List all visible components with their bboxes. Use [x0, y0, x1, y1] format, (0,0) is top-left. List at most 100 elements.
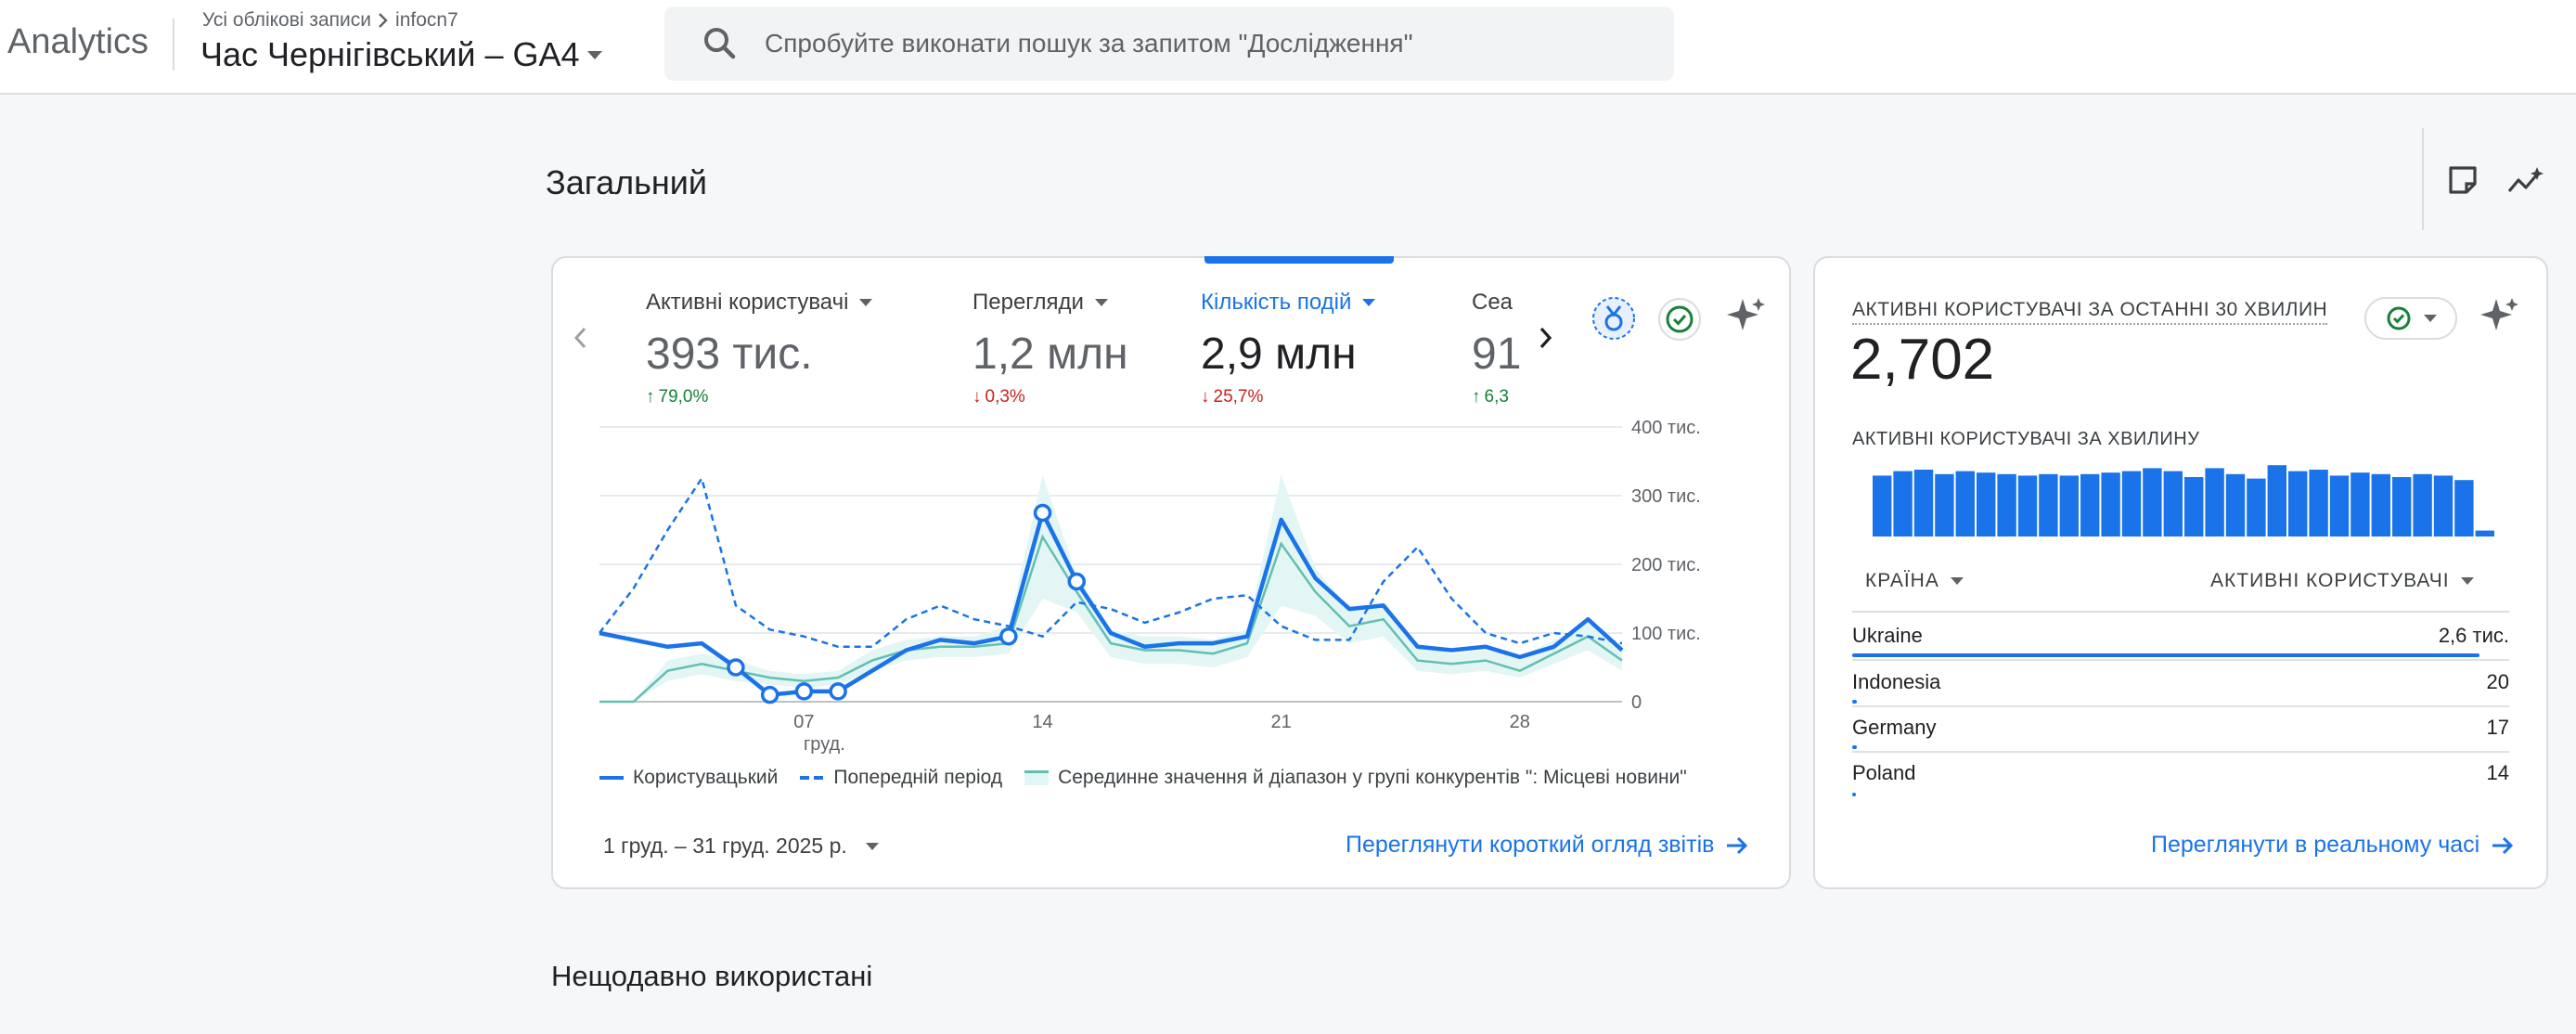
- breadcrumb-accounts[interactable]: Усі облікові записи: [202, 9, 372, 31]
- chevron-right-icon: [379, 13, 388, 28]
- country-value: 17: [2486, 716, 2509, 739]
- ai-insights-button[interactable]: [1726, 295, 1767, 341]
- caret-down-icon: [1950, 577, 1964, 585]
- metric-sessions[interactable]: Сеа 91 ↑ 6,3: [1472, 290, 1520, 407]
- country-row-poland[interactable]: Poland 14: [1852, 754, 2509, 798]
- per-minute-bar: [2454, 480, 2474, 536]
- arrow-down-icon: ↓: [1201, 387, 1210, 407]
- per-minute-bar: [2309, 470, 2328, 536]
- per-minute-bar: [1997, 473, 2016, 536]
- metric-value: 2,9 млн: [1201, 330, 1357, 379]
- per-minute-bar: [2329, 475, 2350, 536]
- notes-button[interactable]: [2441, 158, 2485, 202]
- per-minute-bar: [2017, 475, 2038, 536]
- breadcrumb[interactable]: Усі облікові записи infocn7: [202, 9, 458, 32]
- per-minute-bar: [1955, 471, 1975, 536]
- country-column-header[interactable]: КРАЇНА: [1865, 570, 1964, 592]
- country-row-ukraine[interactable]: Ukraine 2,6 тис.: [1852, 616, 2509, 661]
- active-metric-indicator: [1204, 256, 1394, 264]
- insights-button[interactable]: [2504, 158, 2548, 202]
- chevron-right-icon: [1539, 327, 1552, 349]
- users-column-header[interactable]: АКТИВНІ КОРИСТУВАЧІ: [2210, 570, 2474, 592]
- caret-down-icon: [865, 842, 879, 850]
- caret-down-icon: [2424, 315, 2437, 322]
- country-name: Germany: [1852, 716, 1937, 739]
- country-row-indonesia[interactable]: Indonesia 20: [1852, 663, 2509, 707]
- country-name: Poland: [1852, 761, 1916, 784]
- check-circle-icon: [1658, 298, 1701, 341]
- property-name: Час Чернігівський – GA4: [200, 35, 580, 73]
- metrics-prev-button[interactable]: [561, 319, 599, 356]
- property-selector[interactable]: Час Чернігівський – GA4: [200, 35, 602, 74]
- data-quality-button[interactable]: [1657, 297, 1702, 346]
- y-tick-label: 0: [1631, 692, 1642, 713]
- caret-down-icon: [1362, 299, 1376, 306]
- metrics-next-button[interactable]: [1527, 319, 1565, 356]
- realtime-status-dropdown[interactable]: [2364, 297, 2457, 340]
- country-value: 2,6 тис.: [2438, 624, 2509, 647]
- search-icon: [704, 28, 736, 59]
- benchmark-badge[interactable]: [1591, 295, 1637, 346]
- data-point-marker: [1067, 572, 1087, 591]
- page-title: Загальний: [546, 163, 707, 201]
- recently-used-title: Нещодавно використані: [551, 960, 873, 992]
- benchmark-range-band: [599, 474, 1622, 702]
- caret-down-icon: [586, 50, 602, 59]
- data-point-marker: [727, 658, 745, 677]
- metric-label: Кількість подій: [1201, 290, 1352, 315]
- link-label: Переглянути в реальному часі: [2151, 832, 2480, 858]
- per-minute-bar-chart: [1873, 465, 2494, 536]
- metric-value: 91: [1472, 330, 1520, 379]
- view-reports-snapshot-link[interactable]: Переглянути короткий огляд звітів: [1346, 832, 1749, 859]
- medal-icon: [1592, 297, 1635, 340]
- caret-down-icon: [2460, 577, 2474, 585]
- country-share-bar: [1852, 700, 1858, 704]
- per-minute-bar: [1873, 475, 1892, 536]
- country-value: 14: [2486, 761, 2509, 784]
- per-minute-bar: [2475, 530, 2494, 536]
- per-minute-bar: [2143, 468, 2162, 536]
- legend-solid-swatch: [599, 776, 624, 780]
- per-minute-bar: [1893, 471, 1913, 536]
- breadcrumb-account[interactable]: infocn7: [395, 9, 458, 31]
- metric-views[interactable]: Перегляди 1,2 млн ↓ 0,3%: [972, 290, 1128, 407]
- per-minute-bar: [2392, 477, 2412, 536]
- legend-dashed-swatch: [800, 776, 825, 780]
- insights-icon: [2507, 167, 2544, 193]
- country-row-germany[interactable]: Germany 17: [1852, 708, 2509, 753]
- search-bar[interactable]: Спробуйте виконати пошук за запитом "Дос…: [664, 6, 1674, 81]
- app-name[interactable]: Analytics: [7, 22, 149, 61]
- per-minute-bar: [2205, 468, 2224, 536]
- per-minute-bar: [2184, 477, 2204, 536]
- per-minute-bar: [1935, 473, 1954, 536]
- per-minute-bar: [2059, 475, 2079, 536]
- per-minute-bar: [2247, 478, 2266, 536]
- date-range-selector[interactable]: 1 груд. – 31 груд. 2025 р.: [603, 834, 879, 859]
- per-minute-bar: [2163, 471, 2183, 536]
- legend-label: Попередній період: [833, 767, 1003, 788]
- view-realtime-link[interactable]: Переглянути в реальному часі: [2151, 832, 2515, 859]
- search-input[interactable]: Спробуйте виконати пошук за запитом "Дос…: [765, 29, 1413, 58]
- per-minute-bar: [2351, 472, 2370, 536]
- metric-label: Активні користувачі: [646, 290, 849, 315]
- realtime-title[interactable]: АКТИВНІ КОРИСТУВАЧІ ЗА ОСТАННІ 30 ХВИЛИН: [1852, 299, 2328, 325]
- caret-down-icon: [859, 299, 873, 306]
- per-minute-bar: [2101, 472, 2120, 536]
- y-tick-label: 400 тис.: [1631, 418, 1701, 438]
- country-share-bar: [1852, 793, 1857, 796]
- arrow-up-icon: ↑: [1472, 387, 1481, 407]
- per-minute-bar: [1977, 472, 1996, 536]
- per-minute-bar: [2225, 473, 2246, 536]
- per-minute-bar: [2433, 475, 2454, 536]
- metric-active-users[interactable]: Активні користувачі 393 тис. ↑ 79,0%: [646, 290, 873, 407]
- per-minute-bar: [2267, 465, 2286, 536]
- metric-event-count[interactable]: Кількість подій 2,9 млн ↓ 25,7%: [1201, 290, 1376, 407]
- x-tick-label: 28: [1510, 712, 1530, 732]
- x-tick-sublabel: груд.: [804, 734, 845, 755]
- country-name: Indonesia: [1852, 670, 1941, 693]
- metric-delta: 6,3: [1484, 387, 1509, 407]
- per-minute-bar: [2371, 473, 2390, 536]
- column-label: КРАЇНА: [1865, 570, 1939, 591]
- metric-delta: 25,7%: [1213, 387, 1264, 407]
- realtime-insights-button[interactable]: [2479, 295, 2520, 341]
